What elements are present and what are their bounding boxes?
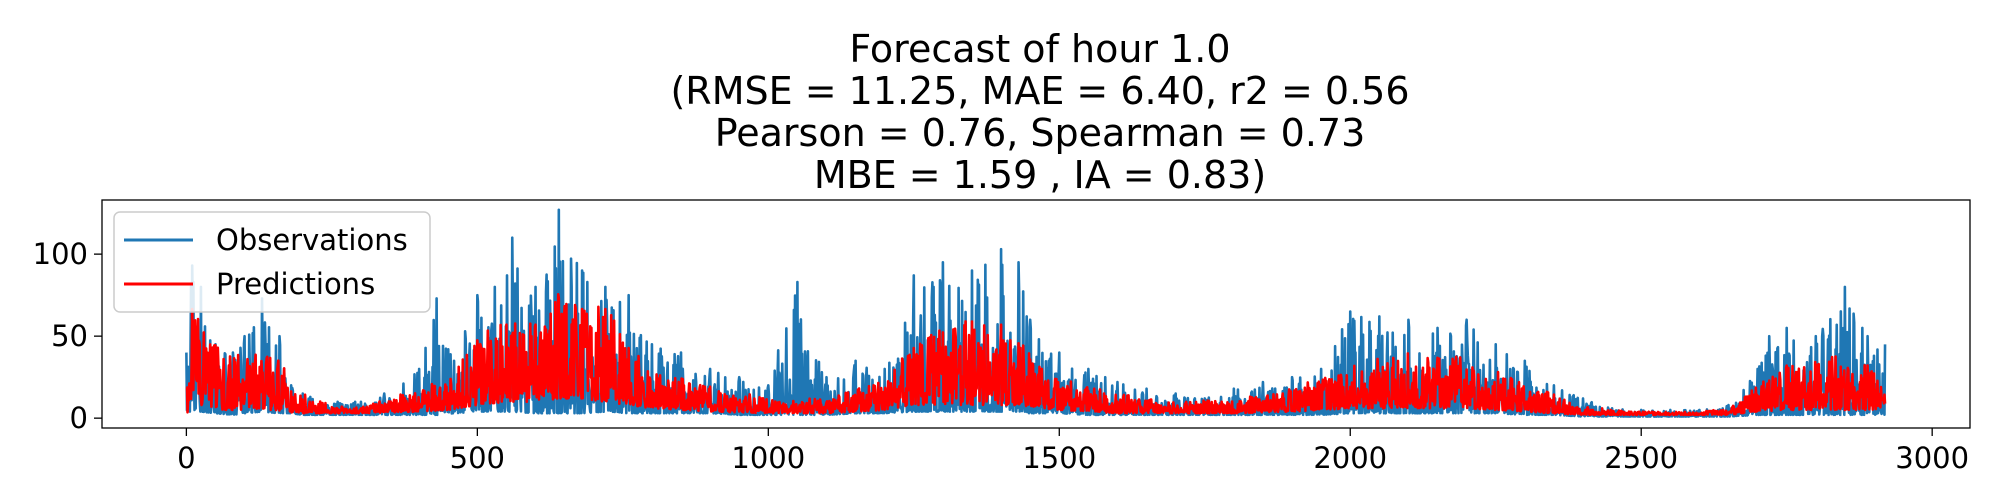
x-tick-label: 0	[177, 441, 195, 475]
axes-frame	[101, 199, 1971, 429]
x-tick-label: 2500	[1604, 441, 1678, 475]
x-axis: 0 500 1000 1500 2000 2500 3000	[177, 428, 1969, 475]
legend-box	[113, 211, 431, 313]
chart-title-line-4: MBE = 1.59 , IA = 0.83)	[814, 153, 1266, 197]
chart-title-line-2: (RMSE = 11.25, MAE = 6.40, r2 = 0.56	[670, 69, 1409, 113]
x-tick-label: 1000	[731, 441, 805, 475]
y-axis: 0 50 100	[33, 237, 102, 435]
y-tick-label: 50	[51, 319, 88, 353]
y-tick-label: 0	[70, 401, 88, 435]
chart-title-line-1: Forecast of hour 1.0	[849, 27, 1230, 71]
x-tick-label: 3000	[1895, 441, 1969, 475]
x-tick-label: 2000	[1313, 441, 1387, 475]
chart-title-line-3: Pearson = 0.76, Spearman = 0.73	[715, 111, 1366, 155]
chart-title: Forecast of hour 1.0 (RMSE = 11.25, MAE …	[670, 27, 1409, 197]
series-predictions	[185, 292, 1887, 417]
legend-label-predictions: Predictions	[216, 267, 375, 301]
legend-label-observations: Observations	[216, 223, 408, 257]
x-tick-label: 1500	[1022, 441, 1096, 475]
plot-area	[185, 208, 1887, 418]
legend: Observations Predictions	[113, 211, 431, 313]
predictions-line	[185, 292, 1887, 417]
x-tick-label: 500	[450, 441, 505, 475]
y-tick-label: 100	[33, 237, 88, 271]
